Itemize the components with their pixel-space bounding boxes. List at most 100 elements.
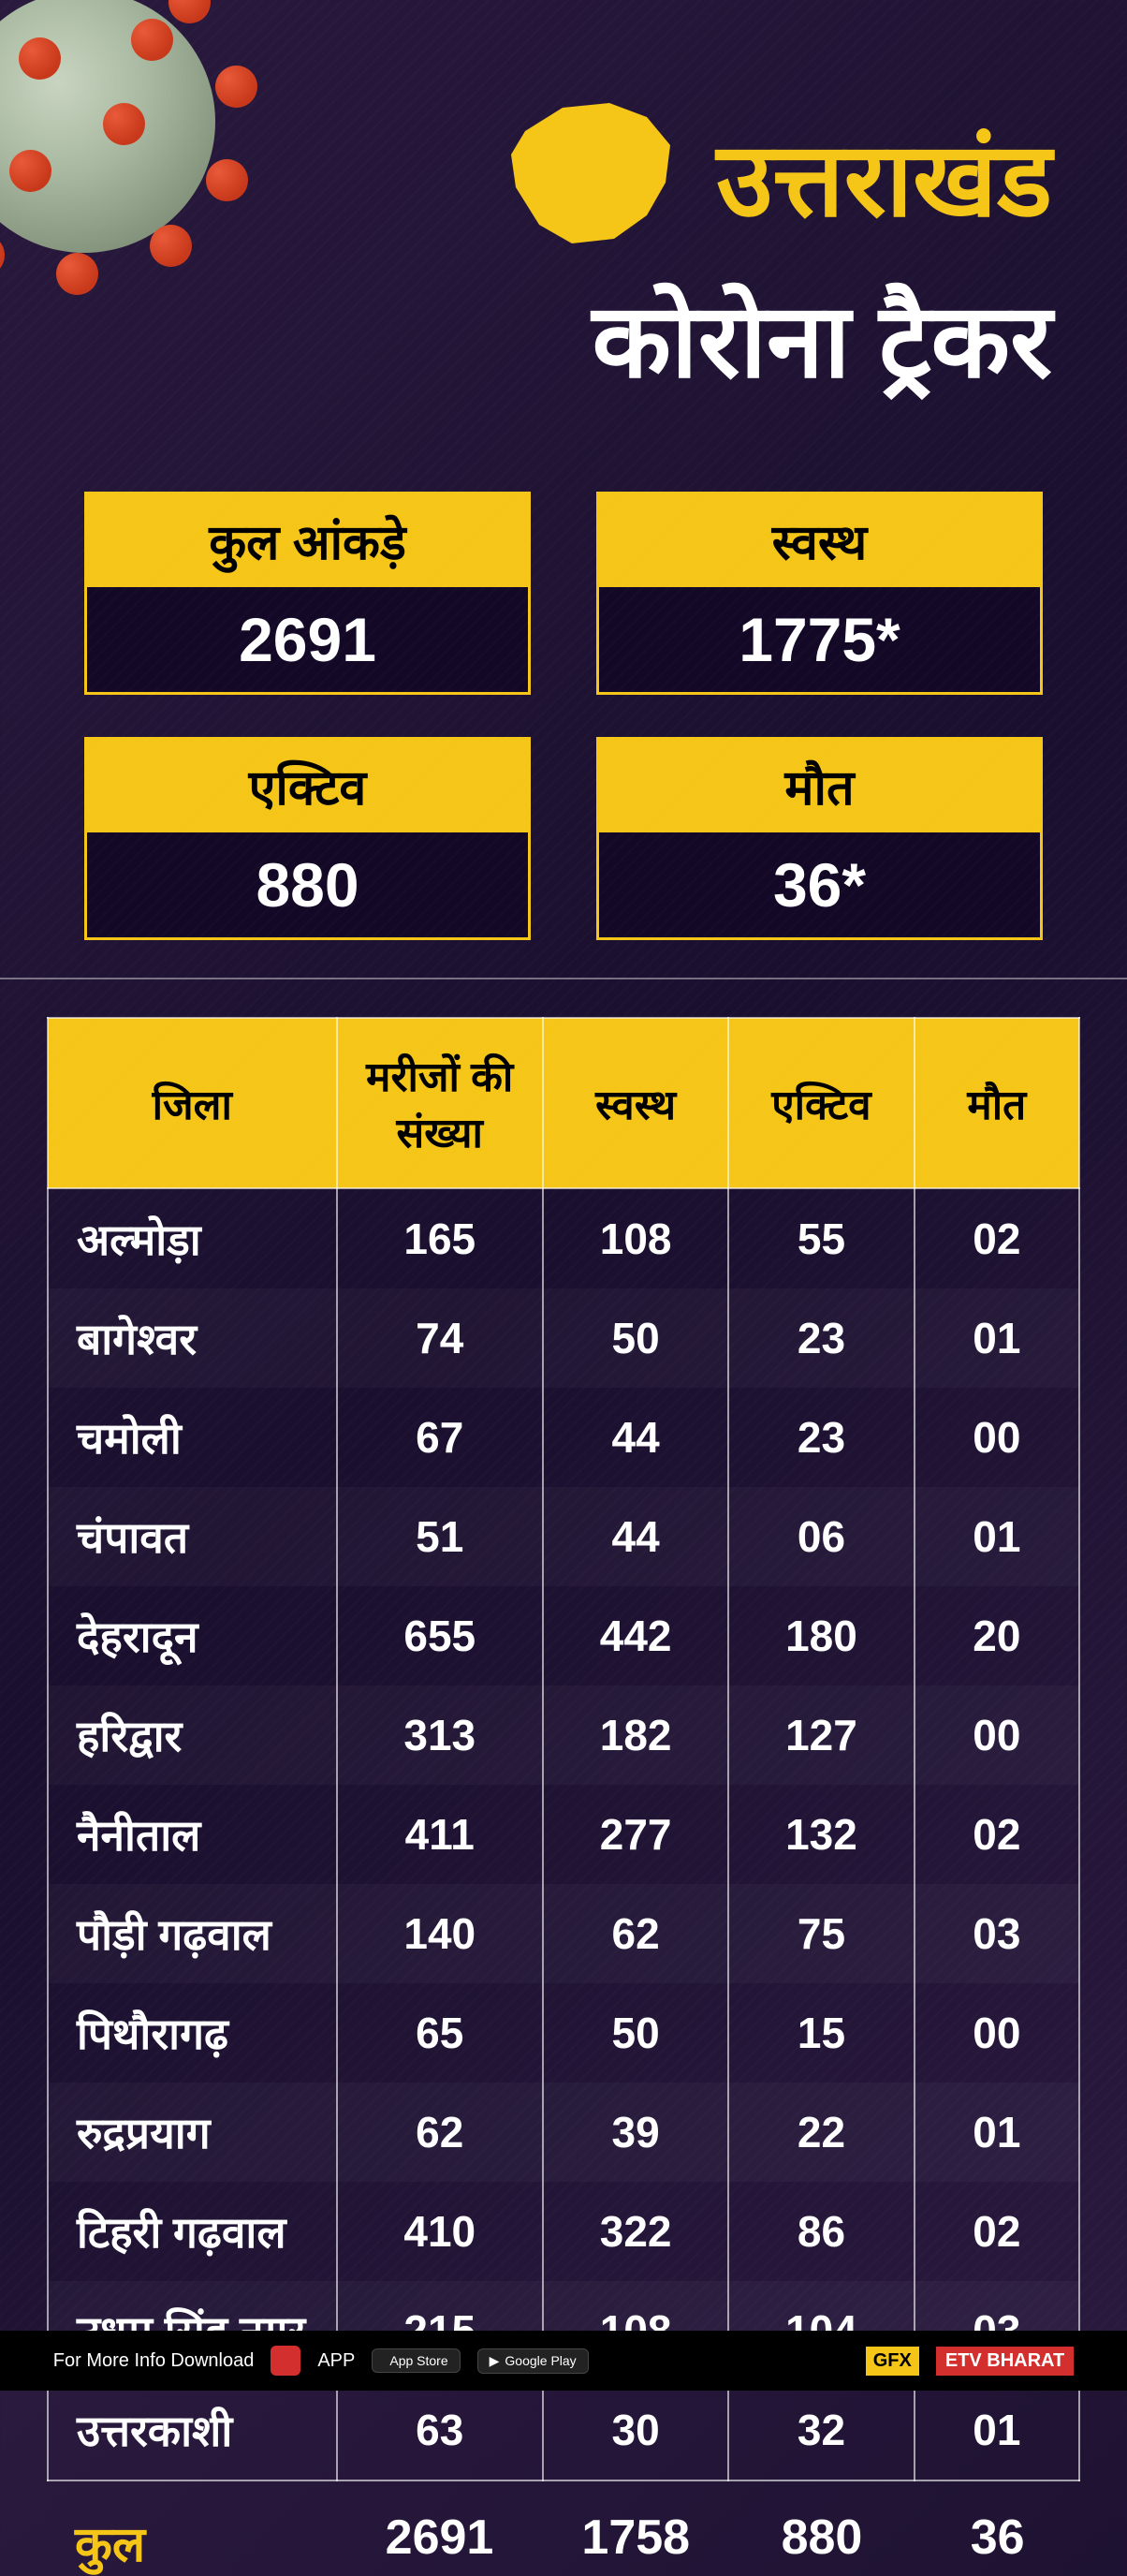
table-cell: 86: [728, 2182, 914, 2281]
footer-text: For More Info Download: [53, 2350, 255, 2372]
stat-label: एक्टिव: [87, 740, 528, 832]
table-cell: 127: [728, 1685, 914, 1785]
title-state: उत्तराखंड: [716, 106, 1052, 246]
table-cell: 140: [337, 1884, 543, 1983]
table-cell: 22: [728, 2083, 914, 2182]
table-row: रुद्रप्रयाग62392201: [48, 2083, 1079, 2182]
table-header-cell: मौत: [915, 1018, 1079, 1188]
title-subtitle: कोरोना ट्रैकर: [0, 267, 1052, 407]
table-cell: 75: [728, 1884, 914, 1983]
totals-value: 880: [729, 2510, 915, 2576]
table-cell: टिहरी गढ़वाल: [48, 2182, 337, 2281]
table-row: चमोली67442300: [48, 1388, 1079, 1487]
table-cell: 23: [728, 1288, 914, 1388]
appstore-badge[interactable]: App Store: [372, 2348, 460, 2373]
brand-badge: ETV BHARAT: [936, 2347, 1074, 2376]
table-cell: 01: [915, 1487, 1079, 1586]
totals-label: कुल: [47, 2510, 336, 2576]
table-cell: 50: [543, 1288, 728, 1388]
table-header-cell: मरीजों की संख्या: [337, 1018, 543, 1188]
table-row: पौड़ी गढ़वाल140627503: [48, 1884, 1079, 1983]
table-cell: 51: [337, 1487, 543, 1586]
table-cell: 165: [337, 1188, 543, 1288]
table-cell: 442: [543, 1586, 728, 1685]
district-table: जिलामरीजों की संख्यास्वस्थएक्टिवमौत अल्म…: [47, 1017, 1080, 2481]
table-cell: चमोली: [48, 1388, 337, 1487]
stat-value: 1775*: [599, 587, 1040, 692]
googleplay-badge[interactable]: ▶Google Play: [477, 2348, 589, 2374]
table-cell: 313: [337, 1685, 543, 1785]
table-cell: पौड़ी गढ़वाल: [48, 1884, 337, 1983]
header: उत्तराखंड कोरोना ट्रैकर: [0, 0, 1127, 407]
table-cell: 20: [915, 1586, 1079, 1685]
table-cell: चंपावत: [48, 1487, 337, 1586]
stat-value: 36*: [599, 832, 1040, 937]
table-cell: 65: [337, 1983, 543, 2083]
table-cell: 30: [543, 2380, 728, 2480]
table-cell: 322: [543, 2182, 728, 2281]
table-cell: 00: [915, 1388, 1079, 1487]
table-cell: पिथौरागढ़: [48, 1983, 337, 2083]
state-map-icon: [497, 94, 684, 258]
stat-value: 880: [87, 832, 528, 937]
footer: For More Info Download APP App Store ▶Go…: [0, 2331, 1127, 2391]
table-cell: 63: [337, 2380, 543, 2480]
table-cell: 67: [337, 1388, 543, 1487]
app-label: APP: [317, 2350, 355, 2372]
section-divider: [0, 978, 1127, 979]
stat-deaths: मौत 36*: [596, 737, 1043, 940]
table-cell: 02: [915, 1188, 1079, 1288]
table-header-row: जिलामरीजों की संख्यास्वस्थएक्टिवमौत: [48, 1018, 1079, 1188]
table-cell: 108: [543, 1188, 728, 1288]
table-cell: रुद्रप्रयाग: [48, 2083, 337, 2182]
table-cell: 182: [543, 1685, 728, 1785]
table-cell: 44: [543, 1388, 728, 1487]
table-cell: 01: [915, 1288, 1079, 1388]
table-row: टिहरी गढ़वाल4103228602: [48, 2182, 1079, 2281]
stats-grid: कुल आंकड़े 2691 स्वस्थ 1775* एक्टिव 880 …: [84, 492, 1043, 940]
stat-label: स्वस्थ: [599, 494, 1040, 587]
table-cell: 44: [543, 1487, 728, 1586]
table-cell: 32: [728, 2380, 914, 2480]
totals-value: 1758: [543, 2510, 729, 2576]
table-cell: 02: [915, 1785, 1079, 1884]
table-row: नैनीताल41127713202: [48, 1785, 1079, 1884]
table-cell: देहरादून: [48, 1586, 337, 1685]
table-header-cell: स्वस्थ: [543, 1018, 728, 1188]
table-cell: अल्मोड़ा: [48, 1188, 337, 1288]
app-icon: [271, 2346, 300, 2376]
table-cell: 62: [543, 1884, 728, 1983]
table-cell: हरिद्वार: [48, 1685, 337, 1785]
totals-row: कुल 2691 1758 880 36: [47, 2510, 1080, 2576]
table-cell: 00: [915, 1983, 1079, 2083]
table-cell: 50: [543, 1983, 728, 2083]
table-header-cell: जिला: [48, 1018, 337, 1188]
table-row: उत्तरकाशी63303201: [48, 2380, 1079, 2480]
table-cell: 03: [915, 1884, 1079, 1983]
table-cell: 23: [728, 1388, 914, 1487]
table-row: चंपावत51440601: [48, 1487, 1079, 1586]
table-cell: उत्तरकाशी: [48, 2380, 337, 2480]
table-cell: 06: [728, 1487, 914, 1586]
table-cell: 55: [728, 1188, 914, 1288]
stat-recovered: स्वस्थ 1775*: [596, 492, 1043, 695]
totals-value: 36: [915, 2510, 1080, 2576]
table-cell: 132: [728, 1785, 914, 1884]
table-cell: 00: [915, 1685, 1079, 1785]
table-cell: 01: [915, 2380, 1079, 2480]
table-cell: 277: [543, 1785, 728, 1884]
table-cell: 180: [728, 1586, 914, 1685]
table-cell: 62: [337, 2083, 543, 2182]
table-cell: 74: [337, 1288, 543, 1388]
table-header-cell: एक्टिव: [728, 1018, 914, 1188]
table-row: हरिद्वार31318212700: [48, 1685, 1079, 1785]
table-cell: 39: [543, 2083, 728, 2182]
table-row: अल्मोड़ा1651085502: [48, 1188, 1079, 1288]
totals-value: 2691: [336, 2510, 543, 2576]
table-row: बागेश्वर74502301: [48, 1288, 1079, 1388]
table-row: देहरादून65544218020: [48, 1586, 1079, 1685]
table-cell: नैनीताल: [48, 1785, 337, 1884]
gfx-badge: GFX: [866, 2347, 919, 2376]
stat-label: कुल आंकड़े: [87, 494, 528, 587]
table-cell: 01: [915, 2083, 1079, 2182]
